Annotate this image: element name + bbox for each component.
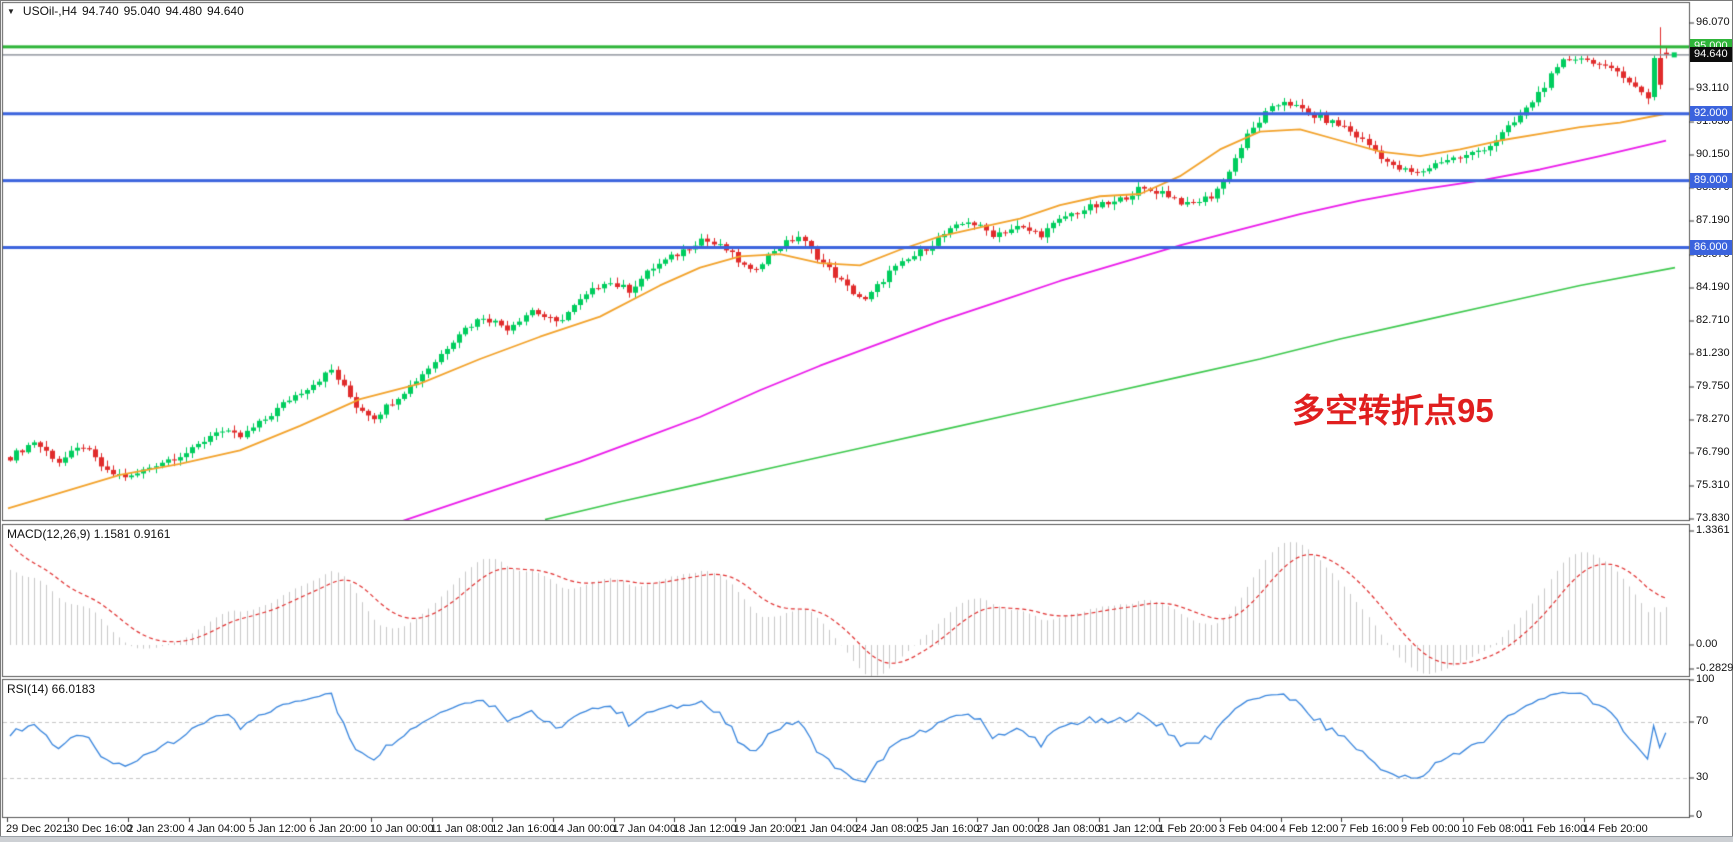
annotation-text[interactable]: 多空转折点95 — [1292, 392, 1494, 429]
price-tick-label: 84.190 — [1696, 280, 1730, 293]
time-axis-label: 10 Feb 08:00 — [1461, 823, 1527, 835]
rsi-tick-label: 0 — [1696, 809, 1703, 821]
time-axis-label: 27 Jan 00:00 — [976, 823, 1041, 835]
rsi-indicator-label: RSI(14) 66.0183 — [7, 682, 96, 696]
symbol-timeframe: USOil-,H4 — [22, 4, 77, 18]
price-tick-label: 93.110 — [1696, 82, 1729, 94]
macd-tick-label: 1.3361 — [1696, 524, 1730, 536]
price-badge-support-level: 86.000 — [1690, 240, 1732, 256]
price-tick-label: 73.830 — [1696, 511, 1730, 524]
ohlc-high: 95.040 — [123, 4, 161, 18]
rsi-tick-label: 100 — [1696, 673, 1715, 685]
time-axis-label: 31 Jan 12:00 — [1097, 823, 1162, 835]
price-tick-label: 82.710 — [1696, 313, 1730, 326]
time-axis-label: 19 Jan 20:00 — [733, 823, 798, 835]
price-tick-label: 96.070 — [1696, 15, 1730, 28]
rsi-tick-label: 70 — [1696, 715, 1709, 727]
time-axis-label: 18 Jan 12:00 — [673, 823, 737, 835]
price-tick-label: 90.150 — [1696, 148, 1730, 160]
time-axis-label: 14 Feb 20:00 — [1582, 823, 1648, 835]
time-axis-label: 24 Jan 08:00 — [855, 823, 919, 835]
ohlc-close: 94.640 — [207, 4, 244, 18]
rsi-tick-label: 30 — [1696, 771, 1709, 783]
price-tick-label: 79.750 — [1696, 379, 1730, 392]
price-tick-label: 87.190 — [1696, 214, 1730, 226]
time-axis-label: 25 Jan 16:00 — [915, 823, 980, 835]
chart-title: ▼ USOil-,H4 94.740 95.040 94.480 94.640 — [7, 4, 244, 18]
time-axis-label: 1 Feb 20:00 — [1158, 823, 1218, 835]
window-bottom-edge — [0, 836, 1733, 842]
time-axis-label: 11 Feb 16:00 — [1522, 823, 1587, 835]
time-axis-label: 28 Jan 08:00 — [1037, 823, 1101, 835]
chart-collapse-triangle-icon[interactable]: ▼ — [7, 7, 15, 16]
time-axis-label: 17 Jan 04:00 — [612, 823, 677, 835]
time-axis-label: 10 Jan 00:00 — [369, 823, 434, 835]
price-tick-label: 75.310 — [1696, 478, 1730, 491]
price-badge-last-price: 94.640 — [1690, 47, 1732, 63]
time-axis-label: 4 Jan 04:00 — [187, 823, 246, 835]
time-axis-label: 2 Jan 23:00 — [127, 823, 185, 835]
time-axis-label: 4 Feb 12:00 — [1279, 823, 1339, 835]
time-axis-label: 7 Feb 16:00 — [1340, 823, 1400, 835]
time-axis-label: 14 Jan 00:00 — [551, 823, 616, 835]
time-axis-label: 21 Jan 04:00 — [794, 823, 859, 835]
price-tick-label: 76.790 — [1696, 445, 1730, 458]
macd-tick-label: 0.00 — [1696, 638, 1718, 650]
price-tick-label: 81.230 — [1696, 346, 1730, 359]
macd-indicator-label: MACD(12,26,9) 1.1581 0.9161 — [7, 527, 171, 541]
ohlc-low: 94.480 — [165, 4, 203, 18]
price-badge-support-level: 89.000 — [1690, 173, 1732, 189]
time-axis-label: 3 Feb 04:00 — [1219, 823, 1278, 835]
time-axis-label: 29 Dec 2021 — [6, 823, 69, 835]
ohlc-open: 94.740 — [81, 4, 119, 18]
price-badge-support-level: 92.000 — [1690, 106, 1732, 122]
time-axis-label: 5 Jan 12:00 — [248, 823, 307, 835]
time-axis-label: 9 Feb 00:00 — [1400, 823, 1460, 835]
macd-tick-label: -0.2829 — [1696, 662, 1733, 675]
price-tick-label: 78.270 — [1696, 412, 1730, 425]
time-axis-label: 12 Jan 16:00 — [491, 823, 555, 835]
time-axis-label: 6 Jan 20:00 — [309, 823, 367, 835]
time-axis-label: 30 Dec 16:00 — [66, 823, 133, 835]
time-axis-label: 11 Jan 08:00 — [430, 823, 494, 835]
